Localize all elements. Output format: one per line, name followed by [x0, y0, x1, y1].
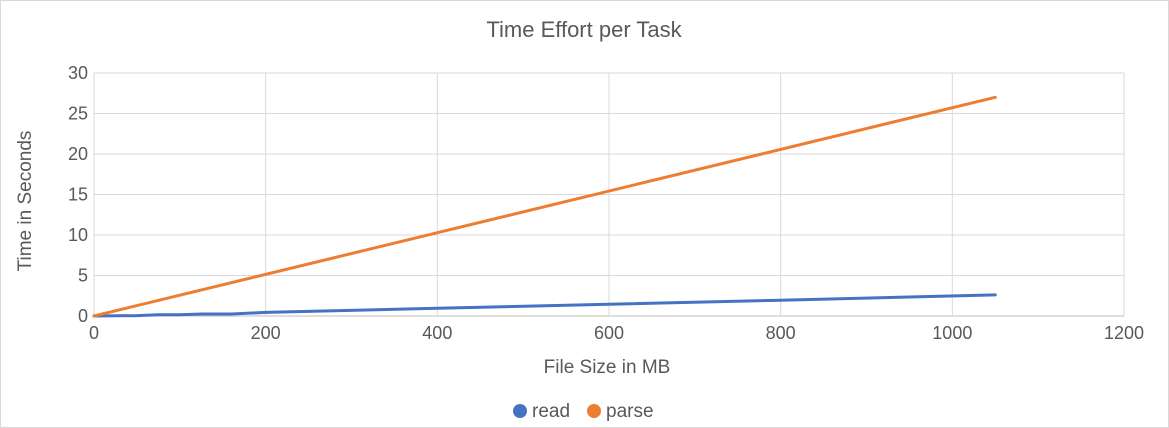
x-tick-label: 1000 [932, 323, 972, 343]
legend-label-read: read [532, 401, 570, 422]
x-tick-label: 0 [89, 323, 99, 343]
series-line-read [92, 293, 997, 318]
y-axis-title: Time in Seconds [15, 131, 36, 272]
y-tick-label: 10 [68, 225, 88, 245]
y-tick-label: 0 [78, 306, 88, 326]
legend-marker-parse [587, 404, 601, 418]
legend-item-read: read [513, 401, 570, 422]
y-tick-label: 30 [68, 63, 88, 83]
legend: read parse [513, 401, 654, 422]
x-axis-title: File Size in MB [544, 357, 671, 378]
legend-marker-read [513, 404, 527, 418]
chart-title: Time Effort per Task [486, 17, 682, 42]
y-tick-label: 20 [68, 144, 88, 164]
legend-item-parse: parse [587, 401, 654, 422]
x-tick-label: 600 [594, 323, 624, 343]
legend-label-parse: parse [606, 401, 654, 422]
x-tick-label: 200 [251, 323, 281, 343]
y-tick-label: 25 [68, 104, 88, 124]
x-tick-label: 400 [422, 323, 452, 343]
series-line-parse [92, 95, 997, 318]
x-tick-label: 800 [766, 323, 796, 343]
y-tick-label: 15 [68, 185, 88, 205]
y-tick-label: 5 [78, 266, 88, 286]
series-lines [92, 95, 997, 318]
tick-labels: 0 5 10 15 20 25 30 0 200 400 600 800 1000 1200 [68, 63, 1144, 343]
x-tick-label: 1200 [1104, 323, 1144, 343]
